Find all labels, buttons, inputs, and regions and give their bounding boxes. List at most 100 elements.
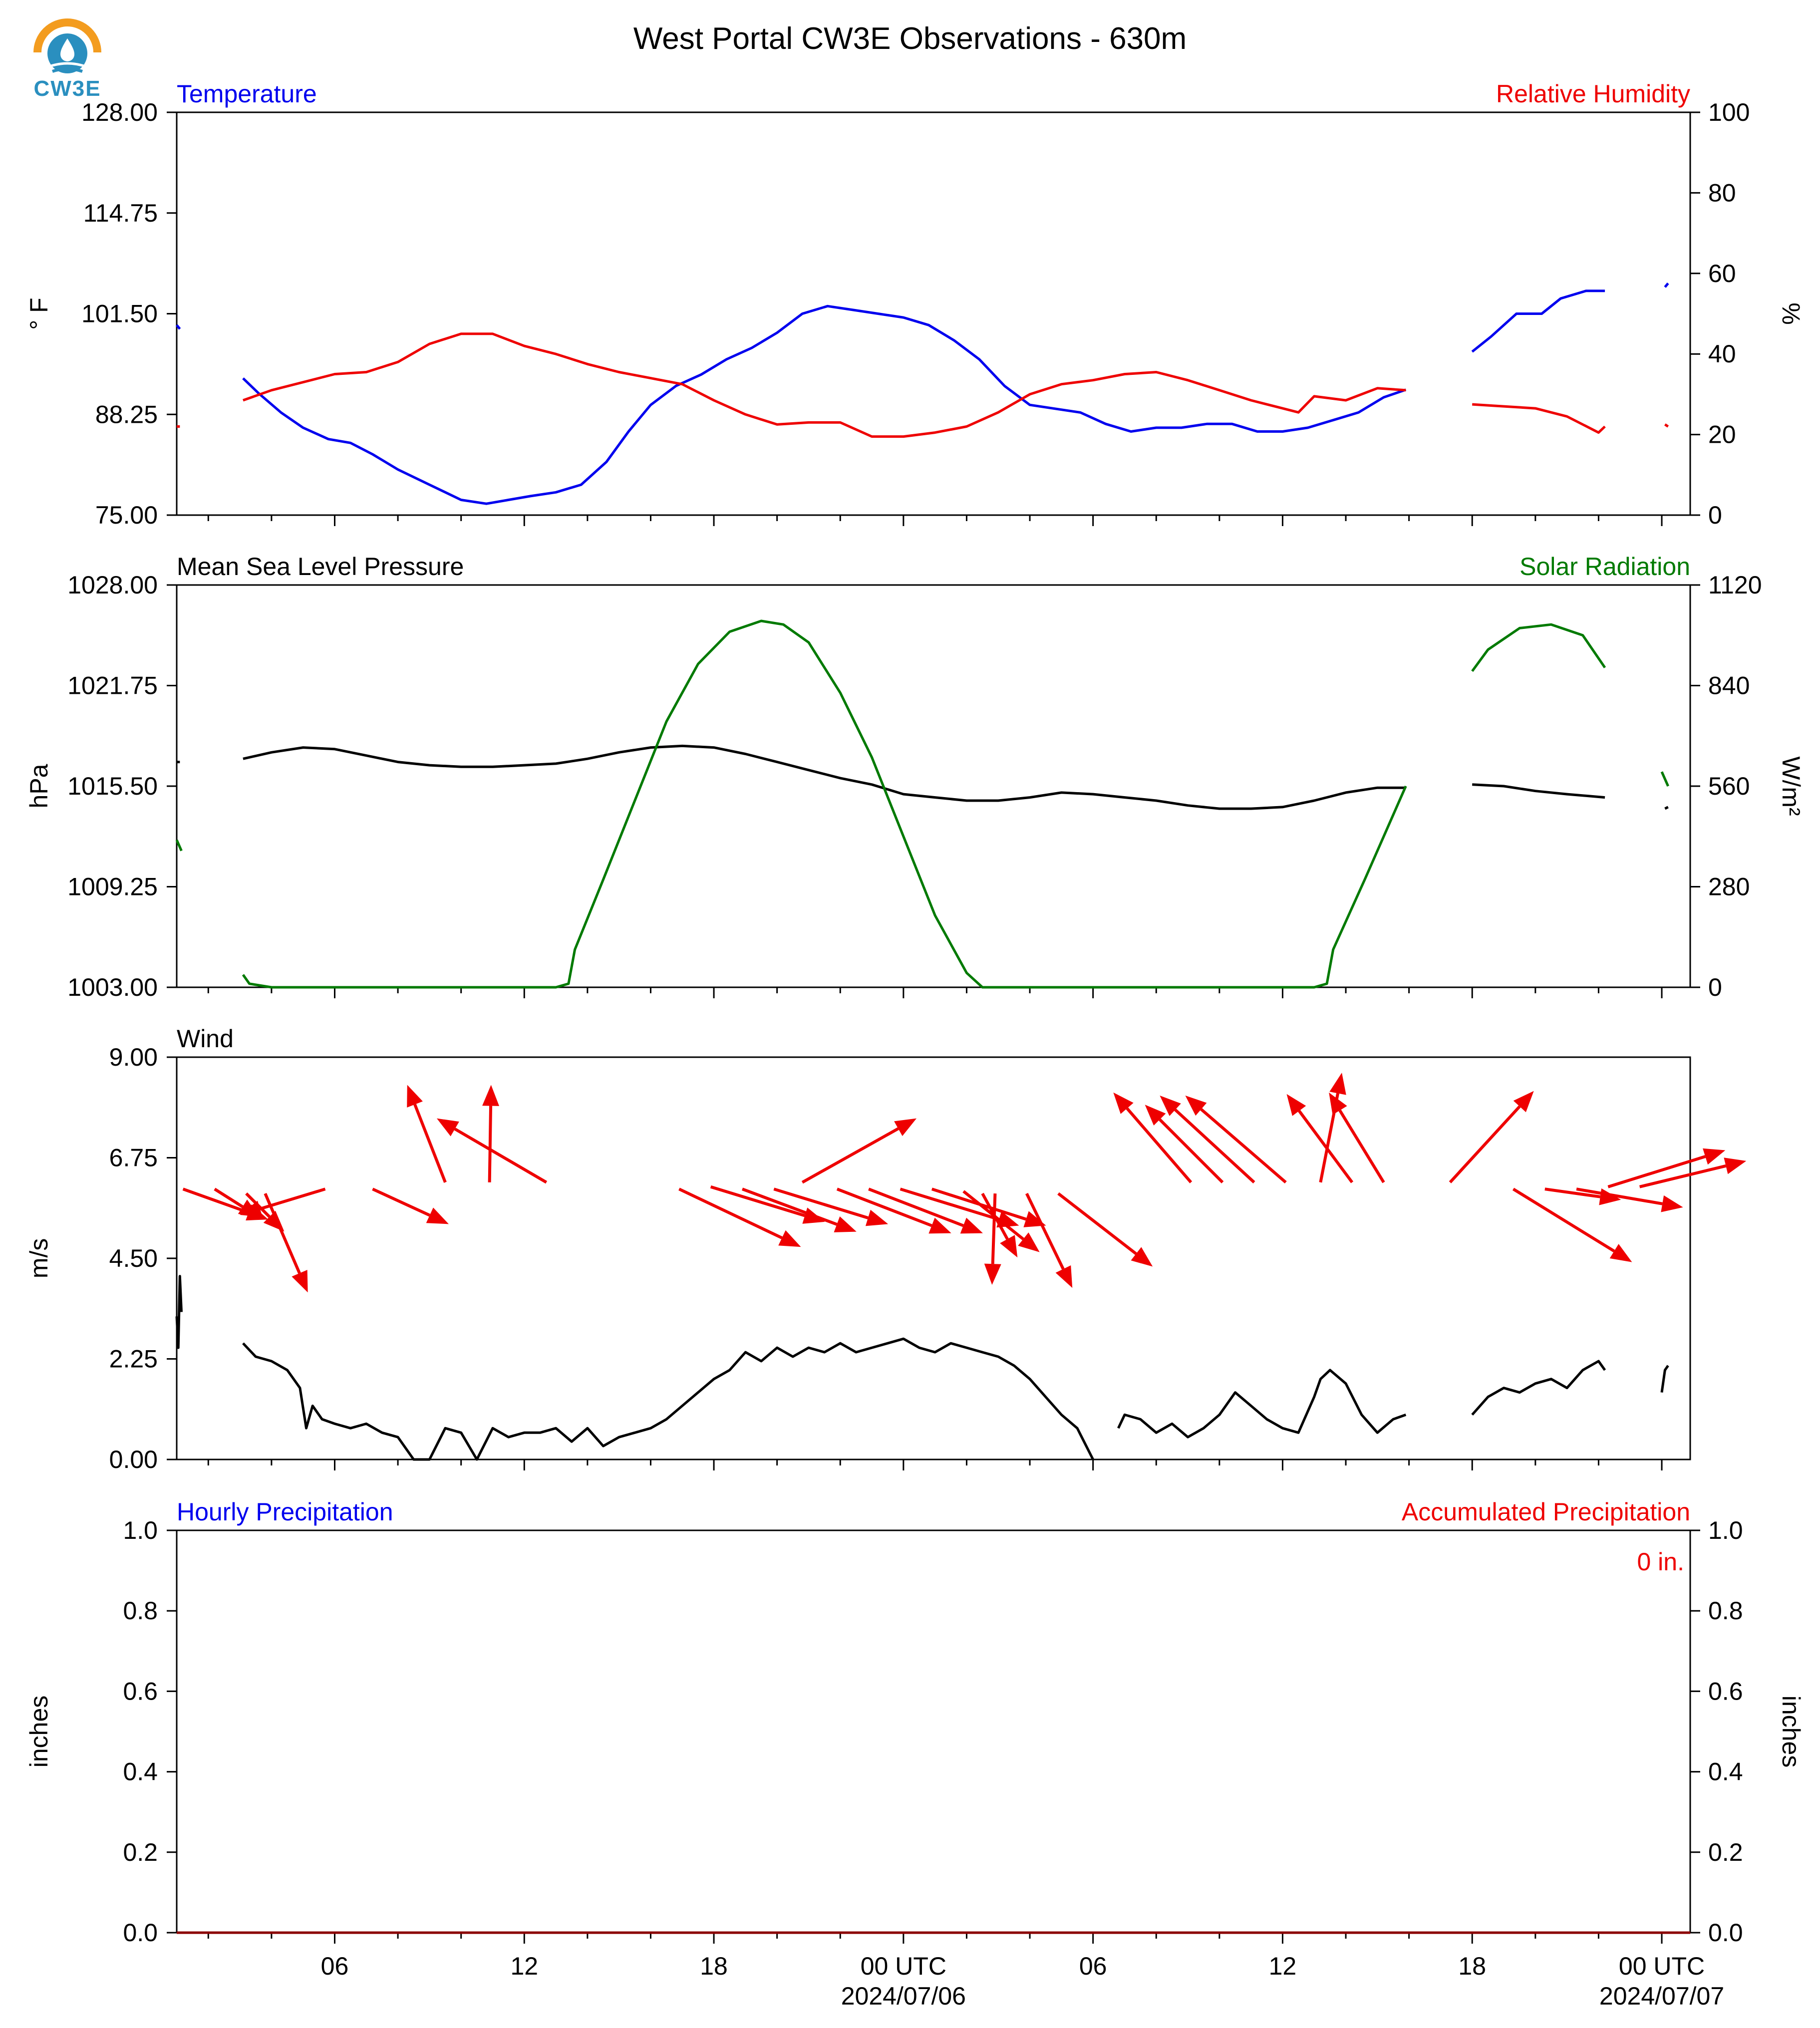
panel-right-title: Solar Radiation	[1519, 553, 1690, 580]
y-tick-label: 75.00	[95, 501, 158, 529]
y-right-tick-label: 1120	[1708, 571, 1762, 599]
wind-arrow-shaft	[1025, 1192, 1065, 1270]
wind-arrow-shaft	[413, 1104, 447, 1183]
y-axis-label: inches	[25, 1696, 53, 1768]
wind-arrow-head	[865, 1209, 889, 1226]
wind-arrow	[1449, 1091, 1534, 1183]
x-tick-label: 18	[700, 1952, 728, 1980]
panel-wind: 0.00 2.25 4.50 6.75 9.00 m/s Wind	[25, 1025, 1747, 1473]
y-right-tick-label: 60	[1708, 260, 1736, 288]
y-tick-label: 6.75	[109, 1144, 158, 1172]
y-right-tick-label: 1.0	[1708, 1516, 1743, 1544]
wind-arrow	[984, 1193, 1001, 1285]
y-right-tick-label: 0	[1708, 973, 1722, 1001]
wind-arrow-head	[1145, 1105, 1166, 1126]
wind-arrow	[1185, 1095, 1287, 1184]
y-axis-label: hPa	[25, 764, 53, 808]
wind-arrow	[1057, 1192, 1153, 1267]
x-tick-label: 18	[1458, 1952, 1486, 1980]
y-right-axis-label: inches	[1777, 1696, 1805, 1768]
wind-arrow-head	[928, 1217, 951, 1234]
wind-arrow-head	[292, 1270, 308, 1293]
wind-arrow	[1607, 1148, 1726, 1188]
panel-temperature-humidity: 75.00 88.25 101.50 114.75 128.00 0 20 40 60 80 100…	[25, 80, 1805, 529]
y-tick-label: 2.25	[109, 1345, 158, 1373]
figure-title: West Portal CW3E Observations - 630m	[633, 21, 1187, 56]
y-tick-label: 0.8	[123, 1597, 158, 1625]
y-tick-label: 0.00	[109, 1446, 158, 1473]
y-tick-label: 1021.75	[67, 672, 158, 700]
wind-arrow-head	[240, 1200, 263, 1217]
wind-arrow-head	[1724, 1158, 1747, 1174]
panel-frame	[176, 1529, 1691, 1934]
wind-arrow	[868, 1187, 983, 1234]
wind-arrow	[741, 1187, 857, 1232]
wind-arrow	[407, 1085, 447, 1183]
y-tick-label: 1009.25	[67, 873, 158, 901]
y-right-tick-label: 100	[1708, 98, 1750, 126]
wind-arrow-shaft	[836, 1187, 932, 1227]
panel-frame	[176, 584, 1691, 988]
x-tick-date-label: 2024/07/07	[1599, 1982, 1724, 2010]
y-tick-label: 0.4	[123, 1758, 158, 1786]
wind-arrow	[240, 1187, 326, 1217]
series-solar-radiation	[175, 619, 1669, 989]
wind-arrow-head	[1703, 1148, 1726, 1165]
wind-arrow-shaft	[741, 1187, 838, 1226]
wind-arrow	[436, 1118, 548, 1184]
x-tick-label: 12	[1269, 1952, 1297, 1980]
series-temperature	[176, 283, 1669, 505]
y-right-tick-label: 560	[1708, 772, 1750, 800]
wind-arrow-head	[834, 1216, 857, 1232]
wind-arrow-head	[984, 1263, 1001, 1285]
y-right-tick-label: 280	[1708, 873, 1750, 901]
wind-arrow-shaft	[801, 1127, 899, 1184]
panel-right-title: Relative Humidity	[1496, 80, 1690, 108]
wind-arrow-shaft	[182, 1187, 249, 1214]
wind-arrow	[482, 1085, 500, 1182]
y-tick-label: 128.00	[81, 98, 158, 126]
y-tick-label: 9.00	[109, 1043, 158, 1071]
wind-arrow	[372, 1187, 449, 1224]
wind-arrow-head	[1329, 1092, 1347, 1115]
wind-arrow-head	[1018, 1232, 1040, 1252]
wind-arrow-shaft	[1174, 1109, 1255, 1183]
wind-arrow-shaft	[868, 1187, 964, 1227]
y-right-tick-label: 0.6	[1708, 1677, 1743, 1705]
wind-arrow-shaft	[214, 1187, 244, 1208]
y-tick-label: 4.50	[109, 1244, 158, 1272]
y-tick-label: 0.0	[123, 1919, 158, 1947]
wind-arrow	[1512, 1187, 1632, 1262]
wind-arrow-shaft	[1544, 1187, 1601, 1198]
wind-arrow-head	[1661, 1195, 1683, 1212]
y-right-tick-label: 0.0	[1708, 1919, 1743, 1947]
y-right-tick-label: 0.2	[1708, 1838, 1743, 1866]
wind-arrow-head	[1513, 1091, 1534, 1113]
wind-arrow-head	[1160, 1095, 1181, 1116]
wind-arrow-shaft	[1607, 1155, 1706, 1188]
wind-arrow	[678, 1187, 801, 1247]
series-relative-humidity	[177, 332, 1669, 438]
y-right-tick-label: 0.8	[1708, 1597, 1743, 1625]
series-mean-sea-level-pressure	[177, 744, 1669, 810]
wind-arrow	[1160, 1095, 1255, 1183]
wind-arrow-shaft	[1200, 1108, 1287, 1184]
y-right-tick-label: 0.4	[1708, 1758, 1743, 1786]
y-tick-label: 0.6	[123, 1677, 158, 1705]
y-tick-label: 1003.00	[67, 973, 158, 1001]
wind-arrow-shaft	[372, 1187, 431, 1217]
y-right-tick-label: 0	[1708, 501, 1722, 529]
panel-precipitation: 0.0 0.2 0.4 0.6 0.8 1.0 0.0 0.2 0.4 0.6 0.8 1.0 inch…	[25, 1498, 1805, 2010]
wind-arrow-shaft	[488, 1106, 493, 1182]
wind-arrow-head	[778, 1230, 801, 1247]
wind-arrow	[1576, 1187, 1683, 1212]
wind-arrow	[1639, 1158, 1747, 1188]
y-tick-label: 0.2	[123, 1838, 158, 1866]
y-tick-label: 101.50	[81, 300, 158, 328]
wind-arrow	[1286, 1094, 1354, 1183]
wind-arrow-shaft	[1639, 1164, 1727, 1188]
wind-arrow-shaft	[710, 1185, 806, 1217]
wind-arrow-shaft	[1338, 1110, 1385, 1183]
y-tick-label: 1015.50	[67, 772, 158, 800]
